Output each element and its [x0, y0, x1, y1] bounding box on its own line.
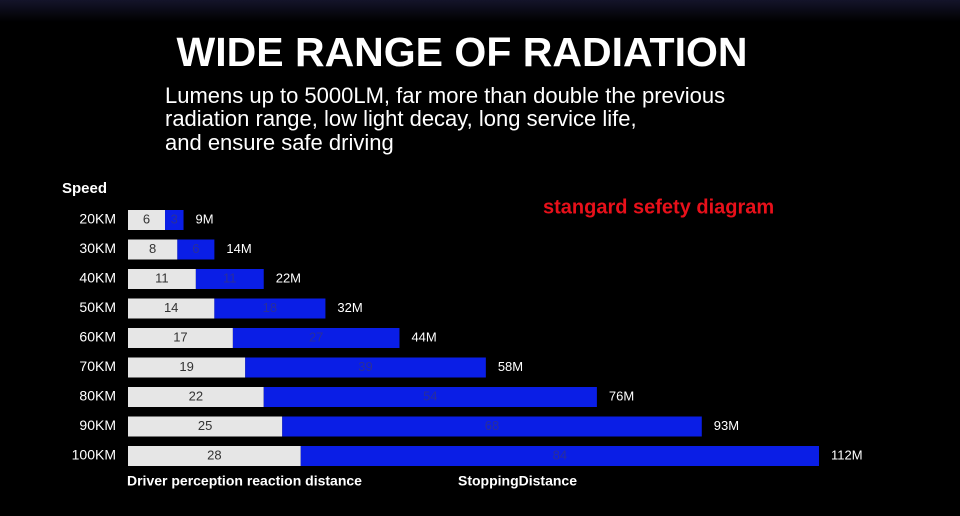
bar-segment: [282, 416, 702, 437]
total-label: 112M: [831, 447, 863, 462]
y-tick-label: 20KM: [79, 211, 116, 227]
bar-segment: [165, 210, 184, 230]
y-tick-label: 80KM: [79, 388, 116, 404]
bar-segment: [128, 239, 178, 260]
subtitle: radiation range, low light decay, long s…: [165, 106, 637, 131]
value-label: 28: [207, 447, 221, 462]
bar-segment: [128, 387, 264, 407]
total-label: 76M: [609, 388, 634, 403]
bar-segment: [263, 387, 597, 407]
value-label: 11: [223, 270, 237, 285]
bar-segment: [128, 446, 301, 466]
top-band: [0, 0, 960, 22]
bar-segment: [245, 357, 486, 378]
value-label: 17: [173, 329, 187, 344]
bar-segment: [232, 328, 400, 348]
value-label: 18: [263, 300, 277, 315]
value-label: 19: [179, 359, 193, 374]
value-label: 11: [155, 270, 169, 285]
value-label: 6: [143, 211, 150, 226]
subtitle: and ensure safe driving: [165, 130, 394, 155]
total-label: 9M: [196, 211, 214, 226]
value-label: 22: [189, 388, 203, 403]
bar-segment: [300, 446, 819, 466]
bar-segment: [195, 269, 264, 289]
y-tick-label: 60KM: [79, 329, 116, 345]
bar-segment: [128, 298, 215, 319]
bar-segment: [128, 416, 283, 437]
value-label: 8: [149, 241, 156, 256]
y-axis-label: Speed: [62, 180, 107, 197]
bar-segment: [177, 239, 215, 260]
value-label: 27: [309, 329, 323, 344]
value-label: 39: [358, 359, 372, 374]
chart-title: WIDE RANGE OF RADIATION: [177, 29, 748, 75]
value-label: 25: [198, 418, 212, 433]
legend-label: Driver perception reaction distance: [127, 473, 362, 489]
bar-segment: [128, 269, 196, 289]
value-label: 3: [171, 211, 178, 226]
total-label: 93M: [714, 418, 739, 433]
bar-segment: [214, 298, 326, 319]
y-tick-label: 100KM: [72, 447, 116, 463]
total-label: 14M: [226, 241, 251, 256]
total-label: 58M: [498, 359, 523, 374]
y-tick-label: 40KM: [79, 270, 116, 286]
y-tick-label: 90KM: [79, 417, 116, 433]
y-tick-label: 70KM: [79, 358, 116, 374]
bar-segment: [128, 328, 233, 348]
bar-segment: [128, 210, 166, 230]
subtitle: Lumens up to 5000LM, far more than doubl…: [165, 83, 725, 108]
value-label: 68: [485, 418, 499, 433]
total-label: 32M: [337, 300, 362, 315]
value-label: 14: [164, 300, 178, 315]
total-label: 44M: [411, 329, 436, 344]
y-tick-label: 50KM: [79, 299, 116, 315]
value-label: 84: [553, 447, 567, 462]
bar-segment: [128, 357, 246, 378]
y-tick-label: 30KM: [79, 240, 116, 256]
value-label: 54: [423, 388, 437, 403]
total-label: 22M: [276, 270, 301, 285]
legend-label: StoppingDistance: [458, 473, 577, 489]
annotation: stangard sefety diagram: [543, 196, 774, 218]
value-label: 6: [192, 241, 199, 256]
